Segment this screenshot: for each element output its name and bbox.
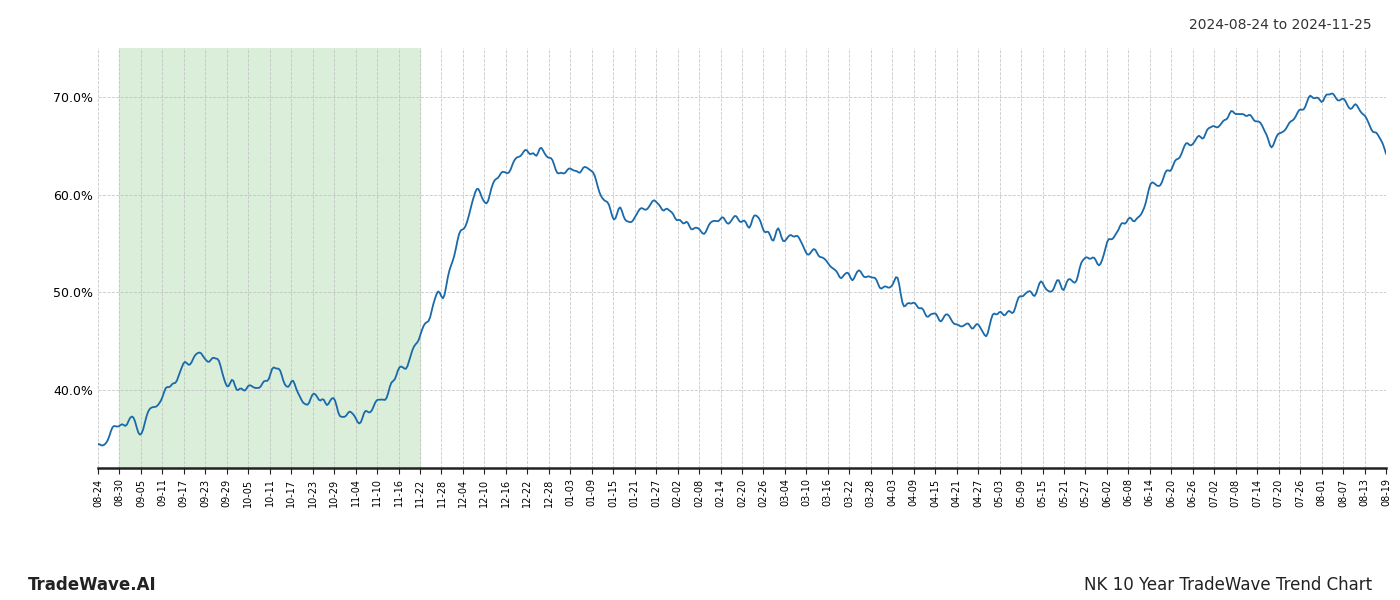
Text: TradeWave.AI: TradeWave.AI (28, 576, 157, 594)
Bar (119, 48, 420, 468)
Text: NK 10 Year TradeWave Trend Chart: NK 10 Year TradeWave Trend Chart (1084, 576, 1372, 594)
Text: 2024-08-24 to 2024-11-25: 2024-08-24 to 2024-11-25 (1190, 18, 1372, 32)
